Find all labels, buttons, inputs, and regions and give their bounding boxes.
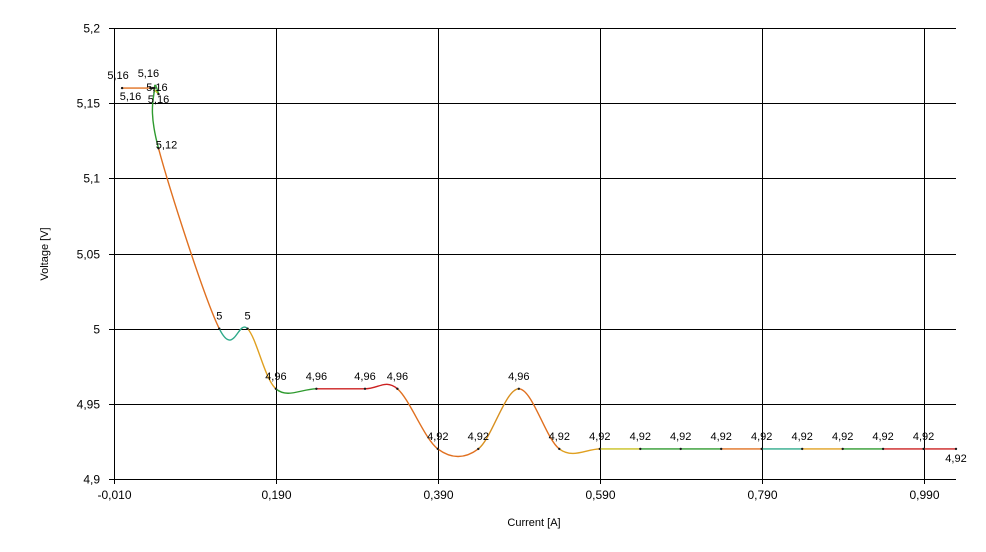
data-point — [679, 447, 682, 451]
y-tick-label: 4,95 — [77, 398, 101, 412]
data-point — [639, 447, 642, 451]
data-label: 5 — [245, 311, 251, 323]
data-point — [598, 447, 601, 451]
curve-segment — [157, 148, 220, 330]
y-tick-label: 5,05 — [77, 248, 101, 262]
data-point — [720, 447, 723, 451]
data-label: 4,92 — [710, 431, 731, 443]
data-label: 4,92 — [427, 431, 448, 443]
data-point — [157, 147, 160, 150]
x-tick-label: 0,590 — [585, 488, 615, 502]
data-point — [120, 86, 124, 90]
x-tick-label: 0,990 — [909, 488, 939, 502]
data-point — [558, 447, 561, 451]
data-label: 4,92 — [791, 431, 812, 443]
data-label: 4,96 — [265, 371, 286, 383]
x-tick-label: 0,790 — [747, 488, 777, 502]
data-point — [881, 447, 885, 451]
x-tick-label: 0,390 — [423, 488, 453, 502]
data-label: 5 — [216, 311, 222, 323]
data-label: 4,92 — [913, 431, 934, 443]
data-label: 4,96 — [354, 371, 375, 383]
curve-segment — [275, 388, 317, 394]
data-label: 4,92 — [630, 431, 651, 443]
data-label: 4,92 — [832, 431, 853, 443]
data-label: 4,96 — [306, 371, 327, 383]
axis-layer: 4,9 4,95 5 5,05 5,1 5,15 5,2 -0,010 0,190 0,390 0,… — [77, 22, 956, 502]
y-tick-label: 5,15 — [77, 97, 101, 111]
data-point — [922, 447, 925, 451]
data-point — [153, 86, 156, 90]
data-point — [363, 387, 367, 390]
curve-segment — [396, 388, 439, 450]
data-point — [436, 447, 439, 451]
curve-segment — [477, 388, 519, 450]
x-axis-title: Current [A] — [507, 517, 560, 529]
data-label: 5,12 — [156, 139, 177, 151]
y-tick-label: 5,2 — [83, 22, 100, 36]
data-label: 4,92 — [549, 431, 570, 443]
curve-segment — [437, 448, 479, 458]
data-label: 5,16 — [107, 70, 128, 82]
grid-layer — [109, 28, 956, 484]
curve-segment — [558, 448, 600, 455]
data-label: 4,96 — [387, 371, 408, 383]
data-label: 5,16 — [138, 68, 159, 80]
data-label-layer: 5,16 5,165,165,165,165,125 54,96 4,96 4,96 4,… — [107, 68, 966, 465]
data-label: 4,92 — [945, 453, 966, 465]
data-point — [841, 447, 844, 451]
data-point — [246, 327, 249, 330]
curve-segment — [518, 388, 560, 450]
y-tick-label: 4,9 — [83, 473, 100, 487]
data-label: 5,16 — [120, 91, 141, 103]
data-point — [760, 447, 763, 451]
x-tick-label: 0,190 — [261, 488, 291, 502]
y-axis-title: Voltage [V] — [39, 227, 51, 280]
data-label: 4,92 — [751, 431, 772, 443]
data-label: 5,16 — [146, 82, 167, 94]
curve-layer — [120, 84, 958, 458]
data-point — [149, 86, 152, 90]
y-tick-label: 5 — [93, 323, 100, 337]
data-point — [954, 447, 958, 451]
data-label: 4,92 — [872, 431, 893, 443]
curve-segment — [247, 328, 277, 390]
data-point — [315, 387, 318, 390]
data-point — [801, 447, 804, 451]
data-label: 4,96 — [508, 371, 529, 383]
data-point — [396, 387, 399, 390]
curve-segment — [151, 88, 160, 149]
data-label: 4,92 — [670, 431, 691, 443]
y-tick-label: 5,1 — [83, 172, 100, 186]
data-label: 4,92 — [468, 431, 489, 443]
x-tick-label: -0,010 — [97, 488, 131, 502]
data-label: 5,16 — [148, 94, 169, 106]
curve-segment — [364, 383, 398, 390]
data-point — [477, 447, 480, 451]
data-point — [218, 327, 221, 330]
data-label: 4,92 — [589, 431, 610, 443]
curve-segment — [218, 326, 249, 341]
data-point — [517, 387, 520, 390]
data-point — [274, 387, 278, 390]
data-point — [157, 92, 160, 96]
